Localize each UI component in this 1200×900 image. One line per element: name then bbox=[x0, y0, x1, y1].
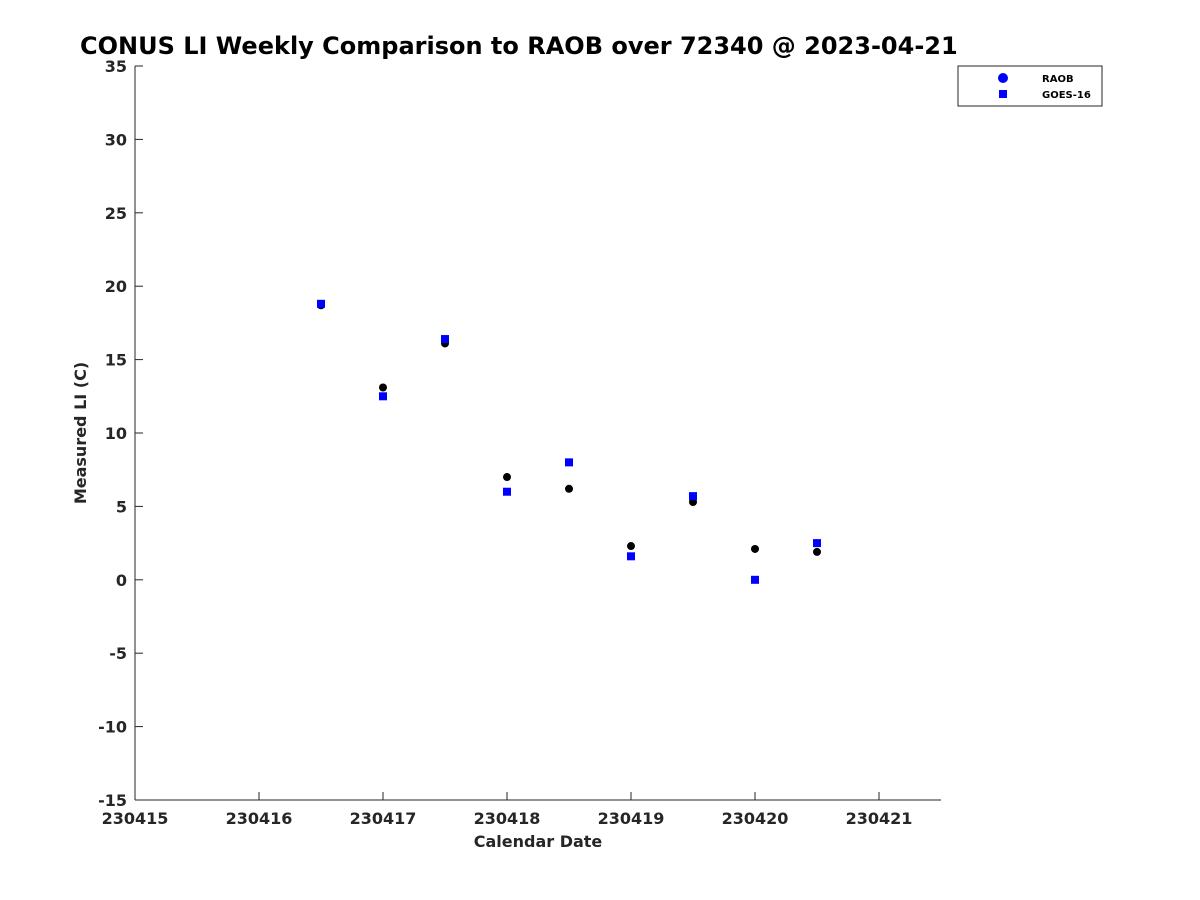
goes-16-point bbox=[503, 487, 511, 496]
goes-16-point bbox=[317, 299, 325, 308]
goes-16-point bbox=[565, 458, 573, 467]
x-tick-label: 230419 bbox=[598, 809, 665, 828]
y-axis-label: Measured LI (C) bbox=[71, 362, 90, 504]
data-points bbox=[317, 299, 821, 584]
raob-point bbox=[503, 473, 511, 482]
y-tick-label: 25 bbox=[105, 204, 127, 223]
goes-16-point bbox=[379, 392, 387, 401]
y-tick-label: 10 bbox=[105, 424, 127, 443]
x-tick-label: 230418 bbox=[474, 809, 541, 828]
goes-16-point bbox=[813, 539, 821, 548]
x-tick-label: 230415 bbox=[102, 809, 169, 828]
x-tick-label: 230421 bbox=[846, 809, 913, 828]
y-tick-label: -5 bbox=[109, 644, 127, 663]
raob-point bbox=[565, 484, 573, 493]
y-tick-label: 35 bbox=[105, 57, 127, 76]
y-tick-label: 15 bbox=[105, 351, 127, 370]
x-tick-label: 230417 bbox=[350, 809, 417, 828]
raob-point bbox=[379, 383, 387, 392]
x-tick-label: 230416 bbox=[226, 809, 293, 828]
legend-raob-marker bbox=[998, 73, 1008, 83]
y-tick-label: 30 bbox=[105, 130, 127, 149]
raob-point bbox=[751, 544, 759, 553]
y-tick-label: -15 bbox=[98, 791, 127, 810]
y-tick-label: -10 bbox=[98, 718, 127, 737]
goes-16-point bbox=[627, 552, 635, 561]
legend: RAOB GOES-16 bbox=[957, 65, 1103, 107]
legend-raob-label: RAOB bbox=[1042, 74, 1074, 85]
y-tick-label: 0 bbox=[116, 571, 127, 590]
legend-goes-16-label: GOES-16 bbox=[1042, 90, 1091, 101]
x-axis-ticks: 230415 230416 230417 230418 230419 230420 2304… bbox=[102, 792, 913, 828]
raob-point bbox=[627, 542, 635, 551]
y-axis-ticks: -15 -10 -5 0 5 10 15 20 25 30 35 bbox=[98, 57, 143, 810]
chart-title: CONUS LI Weekly Comparison to RAOB over … bbox=[80, 32, 958, 60]
y-tick-label: 20 bbox=[105, 277, 127, 296]
x-tick-label: 230420 bbox=[722, 809, 789, 828]
y-tick-label: 5 bbox=[116, 497, 127, 516]
goes-16-point bbox=[751, 575, 759, 584]
raob-point bbox=[813, 547, 821, 556]
goes-16-point bbox=[689, 492, 697, 501]
goes-16-point bbox=[441, 335, 449, 344]
legend-goes-16-marker bbox=[999, 90, 1007, 98]
legend-box bbox=[957, 65, 1103, 107]
x-axis-label: Calendar Date bbox=[474, 832, 603, 851]
